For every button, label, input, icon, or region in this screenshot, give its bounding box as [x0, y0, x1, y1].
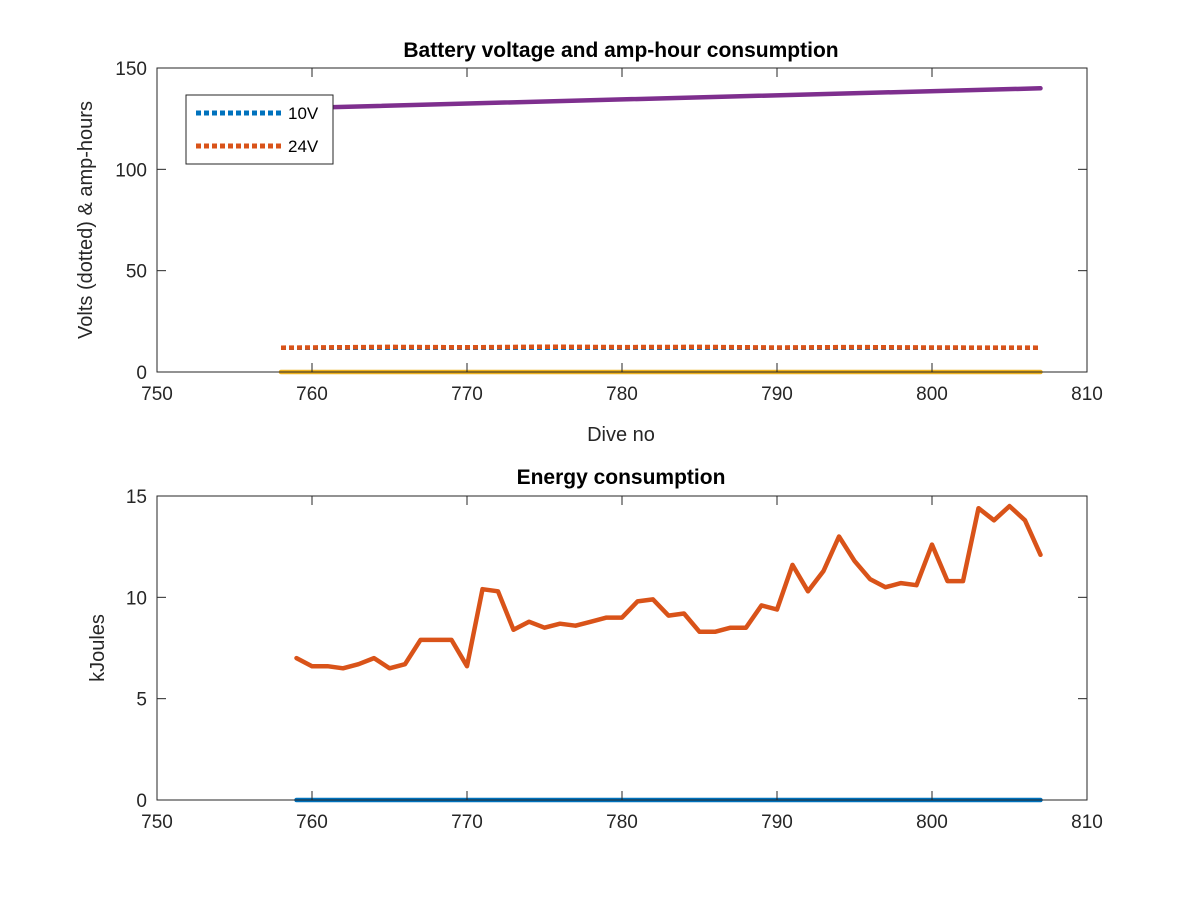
plot-area-energy — [294, 503, 1043, 803]
axes-box-energy — [156, 495, 1088, 801]
x-tick-label: 780 — [606, 812, 638, 833]
y-tick-label: 0 — [136, 791, 147, 812]
legend-box — [185, 94, 334, 165]
legend-label-24v: 24V — [288, 137, 319, 156]
x-tick-label: 810 — [1071, 384, 1103, 405]
series-line-energy-0 — [294, 503, 1043, 671]
chart-title-energy: Energy consumption — [517, 466, 726, 489]
y-tick-label: 150 — [115, 59, 147, 80]
x-tick-label: 770 — [451, 384, 483, 405]
y-tick-label: 10 — [126, 588, 147, 609]
x-tick-label: 760 — [296, 384, 328, 405]
x-tick-label: 790 — [761, 812, 793, 833]
x-tick-label: 800 — [916, 812, 948, 833]
x-tick-label: 780 — [606, 384, 638, 405]
y-tick-label: 5 — [136, 690, 147, 711]
plot-area-battery — [278, 86, 1043, 375]
series-line-battery-1 — [280, 344, 1041, 350]
x-tick-label: 760 — [296, 812, 328, 833]
chart-title-battery: Battery voltage and amp-hour consumption — [403, 39, 838, 62]
ticks-battery: 750 760 770 780 790 800 810 0 50 100 150 — [115, 59, 1103, 405]
x-tick-label: 750 — [141, 384, 173, 405]
x-tick-label: 770 — [451, 812, 483, 833]
legend-label-10v: 10V — [288, 104, 319, 123]
subplot-energy: Energy consumption 750 760 770 780 790 800 810… — [87, 466, 1103, 833]
subplot-battery: Battery voltage and amp-hour consumption… — [75, 39, 1103, 446]
y-tick-label: 0 — [136, 363, 147, 384]
y-axis-label-battery: Volts (dotted) & amp-hours — [75, 101, 97, 339]
x-tick-label: 800 — [916, 384, 948, 405]
y-axis-label-energy: kJoules — [87, 614, 109, 682]
y-tick-label: 15 — [126, 487, 147, 508]
x-tick-label: 810 — [1071, 812, 1103, 833]
legend: 10V 24V — [185, 94, 334, 165]
ticks-energy: 750 760 770 780 790 800 810 0 5 10 15 — [126, 487, 1103, 833]
series-line-battery-2 — [278, 86, 1043, 111]
x-tick-label: 790 — [761, 384, 793, 405]
x-tick-label: 750 — [141, 812, 173, 833]
x-axis-label-battery: Dive no — [587, 424, 655, 446]
y-tick-label: 100 — [115, 160, 147, 181]
y-tick-label: 50 — [126, 262, 147, 283]
